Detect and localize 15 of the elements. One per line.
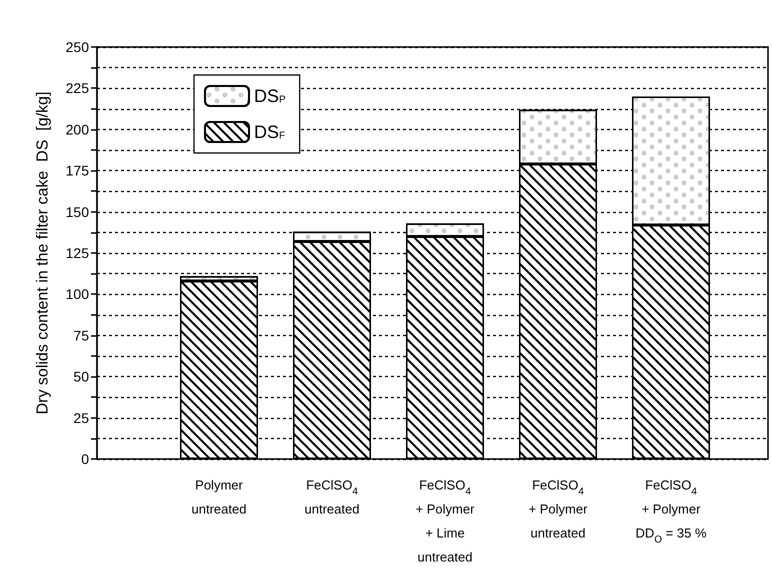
y-axis-title: Dry solids content in the filter cake DS [g/kg]	[34, 92, 52, 414]
y-tick-label: 200	[66, 121, 90, 138]
legend-label: DSP	[254, 86, 286, 106]
y-tick-label: 0	[81, 451, 90, 467]
y-tick-label: 100	[66, 286, 90, 302]
y-tick-label: 225	[66, 80, 90, 96]
y-tick-label: 175	[66, 162, 90, 179]
y-tick-label: 75	[73, 327, 90, 344]
legend-label: DSF	[254, 122, 286, 142]
y-tick-label: 25	[73, 410, 90, 426]
y-tick-label: 250	[66, 39, 90, 55]
y-tick-label: 50	[73, 368, 90, 385]
y-tick-label: 125	[66, 245, 90, 261]
y-tick-label: 150	[66, 204, 90, 220]
x-tick-label: Polymer untreated	[192, 478, 246, 516]
